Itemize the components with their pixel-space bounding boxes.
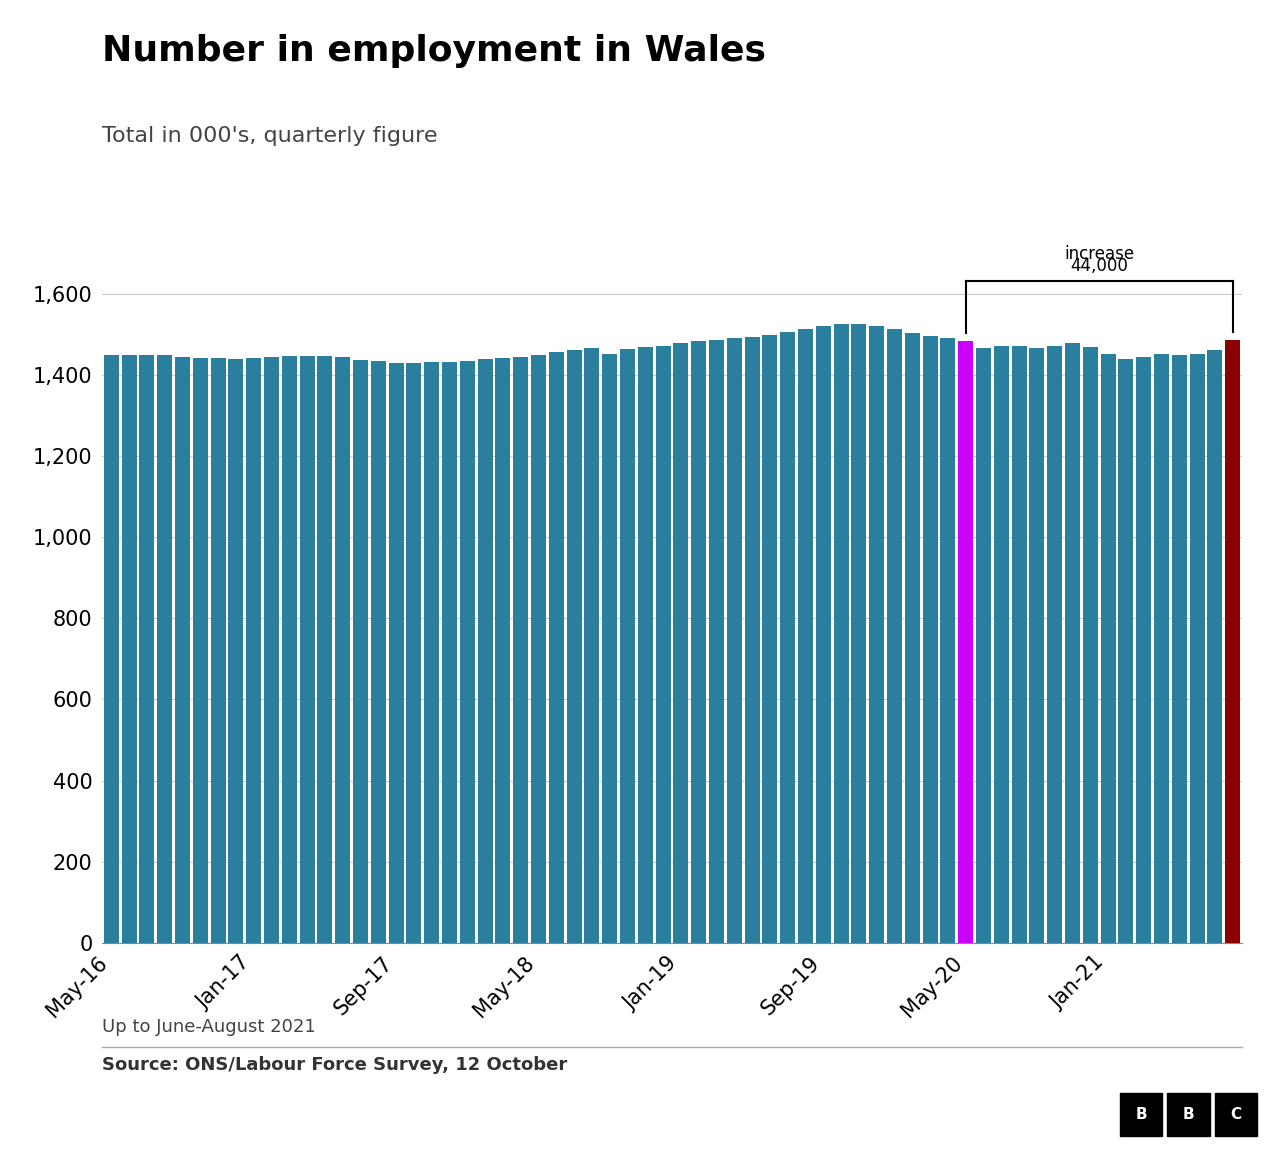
Bar bbox=[264, 356, 279, 943]
Bar bbox=[282, 355, 297, 943]
Bar bbox=[637, 347, 653, 943]
Bar bbox=[122, 355, 137, 943]
Bar bbox=[1137, 358, 1151, 943]
Bar bbox=[442, 362, 457, 943]
Bar bbox=[959, 342, 973, 943]
Bar bbox=[620, 350, 635, 943]
Bar bbox=[1029, 347, 1044, 943]
Bar bbox=[727, 338, 742, 943]
Bar bbox=[317, 356, 333, 943]
Bar bbox=[941, 338, 955, 943]
Bar bbox=[389, 362, 403, 943]
Text: Total in 000's, quarterly figure: Total in 000's, quarterly figure bbox=[102, 126, 438, 146]
Bar bbox=[655, 345, 671, 943]
Bar bbox=[477, 359, 493, 943]
Bar bbox=[709, 340, 724, 943]
Bar bbox=[869, 327, 884, 943]
Text: Up to June-August 2021: Up to June-August 2021 bbox=[102, 1018, 316, 1036]
Text: Number in employment in Wales: Number in employment in Wales bbox=[102, 34, 767, 69]
Bar bbox=[531, 355, 547, 943]
Bar bbox=[1207, 350, 1222, 943]
Bar bbox=[157, 355, 173, 943]
Bar bbox=[567, 350, 581, 943]
Bar bbox=[585, 348, 599, 943]
Bar bbox=[210, 358, 225, 943]
Text: 44,000: 44,000 bbox=[1070, 258, 1128, 275]
Bar bbox=[815, 325, 831, 943]
Bar bbox=[1083, 347, 1098, 943]
Bar bbox=[602, 354, 617, 943]
Bar bbox=[228, 359, 243, 943]
Bar bbox=[691, 342, 707, 943]
Bar bbox=[513, 358, 529, 943]
Text: B: B bbox=[1135, 1106, 1147, 1122]
Bar bbox=[833, 324, 849, 943]
Bar bbox=[887, 329, 902, 943]
Bar bbox=[1047, 346, 1062, 943]
Bar bbox=[1225, 340, 1240, 943]
Bar bbox=[353, 360, 369, 943]
Bar bbox=[104, 355, 119, 943]
Text: increase: increase bbox=[1064, 245, 1134, 263]
Bar bbox=[763, 335, 777, 943]
Bar bbox=[1065, 343, 1080, 943]
Bar bbox=[1101, 354, 1116, 943]
Bar bbox=[406, 362, 421, 943]
Bar bbox=[460, 361, 475, 943]
Bar bbox=[905, 334, 920, 943]
Bar bbox=[1155, 354, 1169, 943]
Bar bbox=[851, 323, 867, 943]
Bar bbox=[923, 336, 938, 943]
Bar bbox=[780, 331, 795, 943]
Bar bbox=[1189, 354, 1204, 943]
Bar bbox=[1119, 359, 1134, 943]
Text: Source: ONS/Labour Force Survey, 12 October: Source: ONS/Labour Force Survey, 12 Octo… bbox=[102, 1056, 567, 1074]
Bar bbox=[1171, 355, 1187, 943]
Bar bbox=[371, 361, 385, 943]
Bar bbox=[745, 337, 759, 943]
Bar bbox=[549, 352, 564, 943]
Text: C: C bbox=[1230, 1106, 1242, 1122]
Bar bbox=[424, 362, 439, 943]
Bar bbox=[797, 329, 813, 943]
Bar bbox=[140, 355, 155, 943]
Bar bbox=[495, 358, 511, 943]
Bar bbox=[673, 343, 689, 943]
Bar bbox=[975, 347, 991, 943]
Bar bbox=[246, 358, 261, 943]
Bar bbox=[993, 346, 1009, 943]
Bar bbox=[335, 358, 351, 943]
Bar bbox=[300, 355, 315, 943]
Bar bbox=[1011, 346, 1027, 943]
Bar bbox=[193, 358, 207, 943]
Text: B: B bbox=[1183, 1106, 1194, 1122]
Bar bbox=[175, 358, 189, 943]
